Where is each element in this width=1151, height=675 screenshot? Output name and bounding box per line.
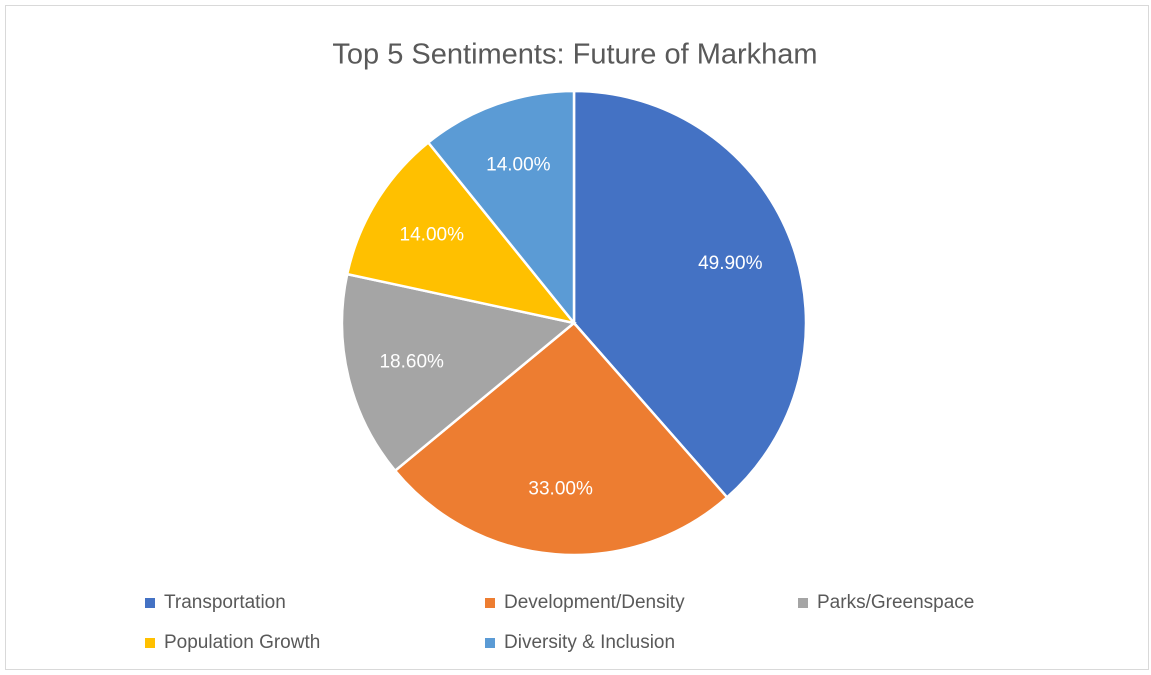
data-label: 33.00%	[528, 479, 593, 500]
pie-slice	[340, 272, 577, 473]
pie-slice	[426, 89, 576, 327]
legend-swatch	[485, 598, 495, 608]
legend-label: Diversity & Inclusion	[504, 632, 675, 653]
pie-slice	[572, 89, 808, 500]
legend-swatch	[145, 598, 155, 608]
legend-label: Parks/Greenspace	[817, 592, 974, 613]
legend-swatch	[798, 598, 808, 608]
pie-slice	[345, 140, 578, 325]
legend-swatch	[485, 638, 495, 648]
legend-label: Development/Density	[504, 592, 685, 613]
chart-title: Top 5 Sentiments: Future of Markham	[332, 39, 817, 71]
data-label: 49.90%	[698, 253, 763, 274]
data-label: 14.00%	[400, 224, 465, 245]
data-label: 18.60%	[379, 352, 444, 373]
legend-label: Transportation	[164, 592, 286, 613]
legend-swatch	[145, 638, 155, 648]
legend-label: Population Growth	[164, 632, 320, 653]
data-label: 14.00%	[486, 155, 551, 176]
pie-slice	[393, 321, 729, 557]
